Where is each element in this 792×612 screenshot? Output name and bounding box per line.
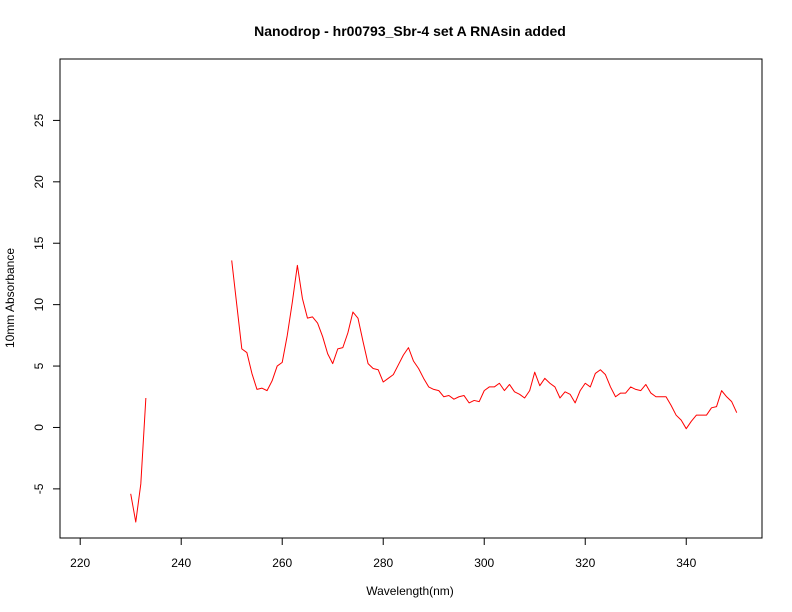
- absorbance-line-segment-1: [130, 397, 147, 523]
- y-tick-label: 25: [32, 113, 46, 127]
- x-tick-label: 240: [171, 556, 191, 570]
- y-tick-label: 0: [32, 424, 46, 431]
- x-tick-label: 220: [70, 556, 90, 570]
- series-layer: [130, 260, 738, 523]
- y-tick-label: 20: [32, 175, 46, 189]
- y-tick-label: 15: [32, 236, 46, 250]
- y-axis-label: 10mm Absorbance: [3, 248, 17, 348]
- x-axis-label: Wavelength(nm): [366, 584, 454, 598]
- y-axis: -5 0 5 10 15 20 25: [32, 113, 61, 494]
- x-tick-label: 280: [373, 556, 393, 570]
- x-tick-label: 260: [272, 556, 292, 570]
- x-axis: 220 240 260 280 300 320 340: [70, 537, 697, 570]
- chart-title: Nanodrop - hr00793_Sbr-4 set A RNAsin ad…: [254, 23, 566, 39]
- x-tick-label: 300: [474, 556, 494, 570]
- x-tick-label: 340: [676, 556, 696, 570]
- y-tick-label: 10: [32, 298, 46, 312]
- y-tick-label: -5: [32, 483, 46, 494]
- absorbance-line-segment-2: [231, 260, 738, 430]
- plot-frame: [59, 58, 763, 539]
- y-tick-label: 5: [32, 362, 46, 369]
- x-tick-label: 320: [575, 556, 595, 570]
